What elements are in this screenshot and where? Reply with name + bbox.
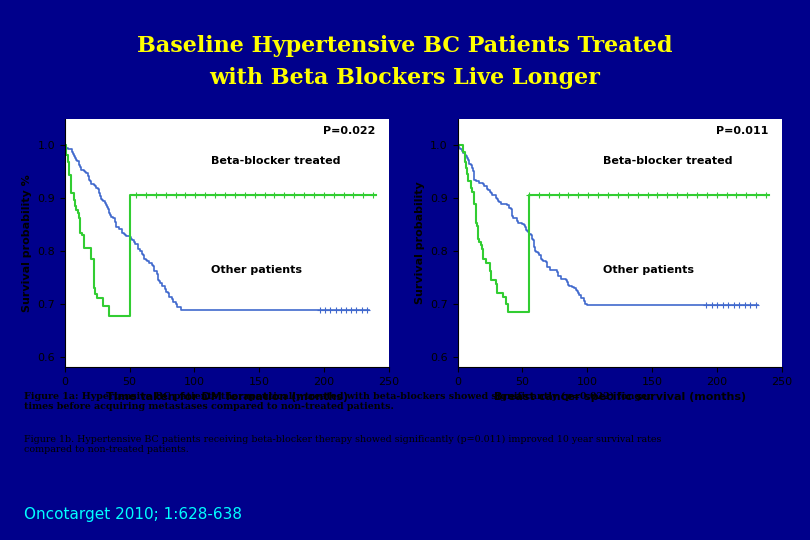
X-axis label: Time taken for DM formation (months): Time taken for DM formation (months) [106, 393, 347, 402]
Text: Baseline Hypertensive BC Patients Treated: Baseline Hypertensive BC Patients Treate… [137, 35, 673, 57]
Text: P=0.011: P=0.011 [716, 126, 769, 136]
Text: Other patients: Other patients [603, 265, 694, 275]
Text: Beta-blocker treated: Beta-blocker treated [603, 156, 733, 166]
Text: with Beta Blockers Live Longer: with Beta Blockers Live Longer [210, 68, 600, 89]
Text: Beta-blocker treated: Beta-blocker treated [211, 156, 340, 166]
Text: Figure 1b. Hypertensive BC patients receiving beta-blocker therapy showed signif: Figure 1b. Hypertensive BC patients rece… [24, 435, 662, 454]
Text: Oncotarget 2010; 1:628-638: Oncotarget 2010; 1:628-638 [24, 507, 242, 522]
Text: P=0.022: P=0.022 [323, 126, 376, 136]
Y-axis label: Survival probability: Survival probability [415, 181, 424, 305]
X-axis label: Breast cancer specific survival (months): Breast cancer specific survival (months) [493, 393, 746, 402]
Text: Figure 1a: Hypertensive BC patients therapeutically treated with beta-blockers s: Figure 1a: Hypertensive BC patients ther… [24, 392, 652, 411]
Text: Other patients: Other patients [211, 265, 301, 275]
Y-axis label: Survival probability %: Survival probability % [22, 174, 32, 312]
